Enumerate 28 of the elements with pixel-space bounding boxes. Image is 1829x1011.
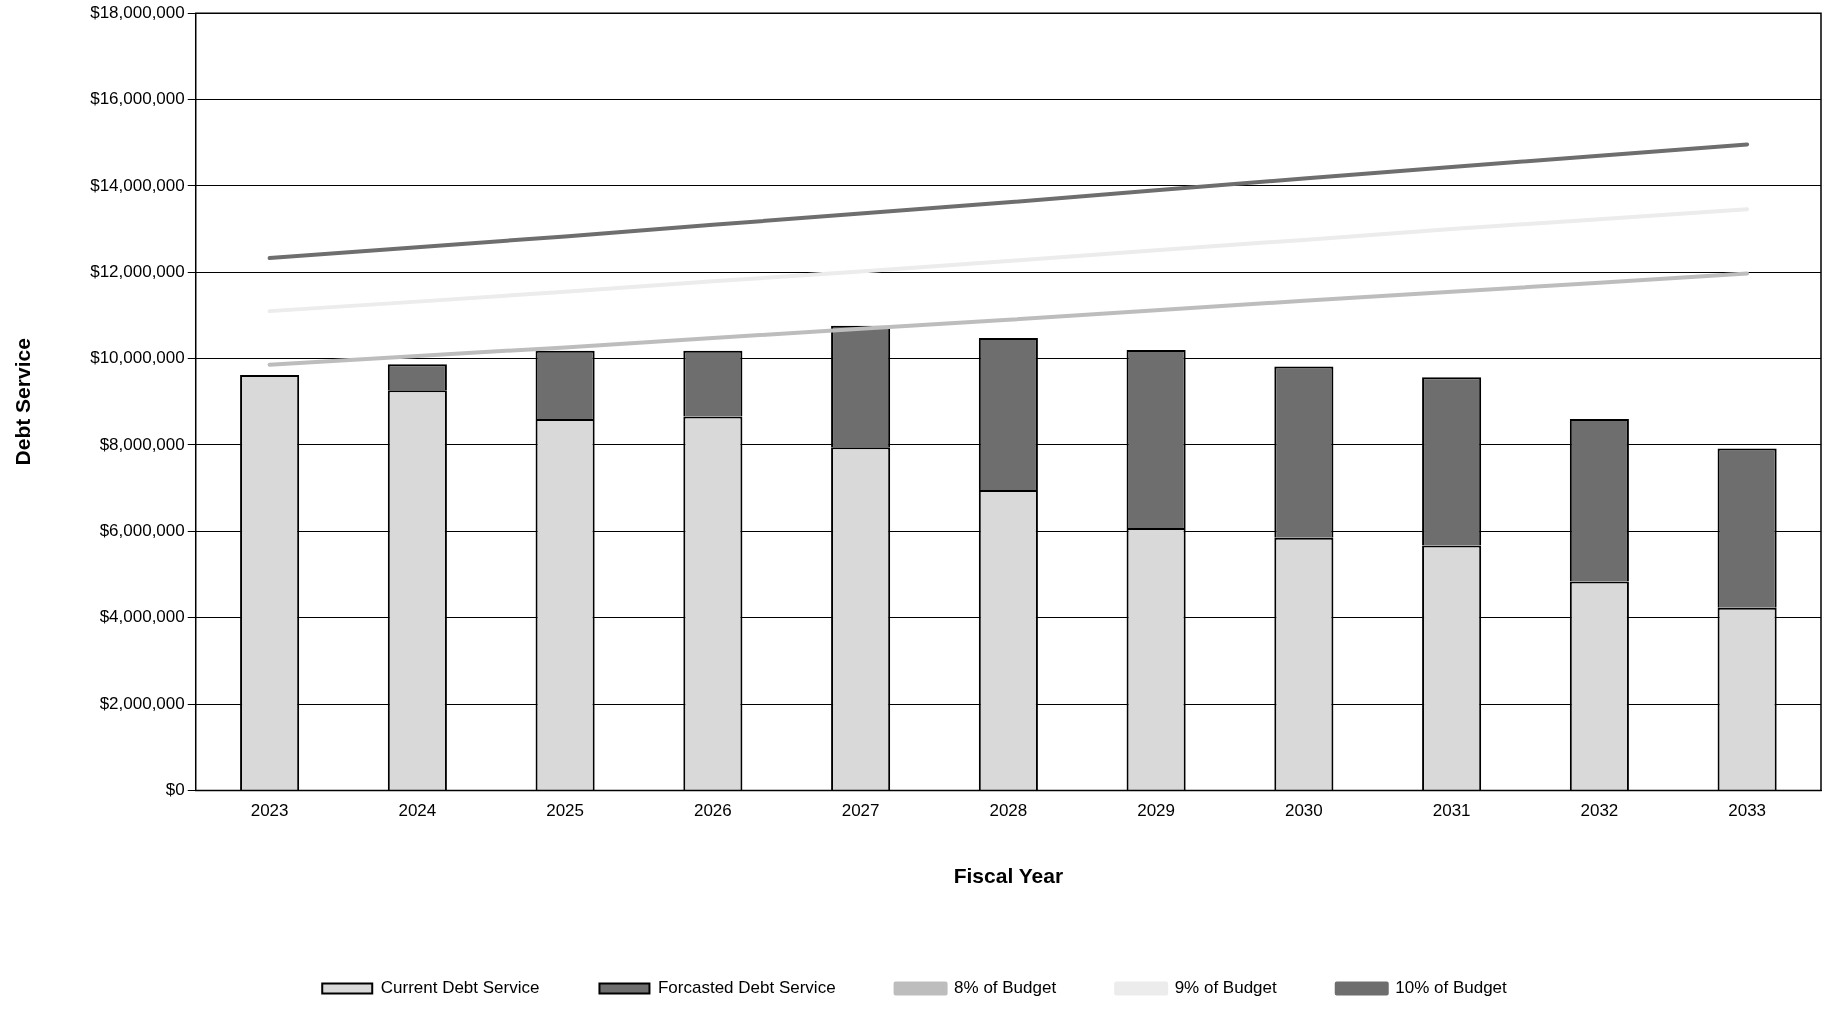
y-tick-label: $0: [165, 780, 185, 800]
y-tick-label: $14,000,000: [90, 175, 185, 195]
legend-label: 8% of Budget: [954, 978, 1057, 998]
y-axis-title: Debt Service: [11, 338, 35, 466]
x-tick-label: 2030: [1284, 801, 1323, 821]
legend-label: Current Debt Service: [380, 978, 540, 998]
y-tick-label: $16,000,000: [90, 89, 185, 109]
legend-label: 10% of Budget: [1395, 978, 1508, 998]
x-tick-label: 2031: [1432, 801, 1471, 821]
x-tick-label: 2023: [250, 801, 289, 821]
x-tick-label: 2024: [398, 801, 437, 821]
x-tick-label: 2032: [1580, 801, 1619, 821]
x-tick-label: 2027: [841, 801, 880, 821]
y-tick-label: $6,000,000: [99, 521, 185, 541]
x-tick-label: 2033: [1728, 801, 1767, 821]
y-tick-label: $4,000,000: [99, 607, 185, 627]
y-tick-label: $18,000,000: [90, 2, 185, 22]
y-tick-label: $10,000,000: [90, 348, 185, 368]
x-tick-label: 2025: [546, 801, 585, 821]
x-axis-title: Fiscal Year: [953, 864, 1064, 888]
x-tick-label: 2026: [693, 801, 732, 821]
y-tick-label: $2,000,000: [99, 693, 185, 713]
y-tick-label: $12,000,000: [90, 261, 185, 281]
x-tick-label: 2029: [1137, 801, 1176, 821]
y-tick-label: $8,000,000: [99, 434, 185, 454]
legend-label: 9% of Budget: [1174, 978, 1278, 998]
x-tick-label: 2028: [989, 801, 1028, 821]
legend-label: Forcasted Debt Service: [657, 978, 836, 998]
